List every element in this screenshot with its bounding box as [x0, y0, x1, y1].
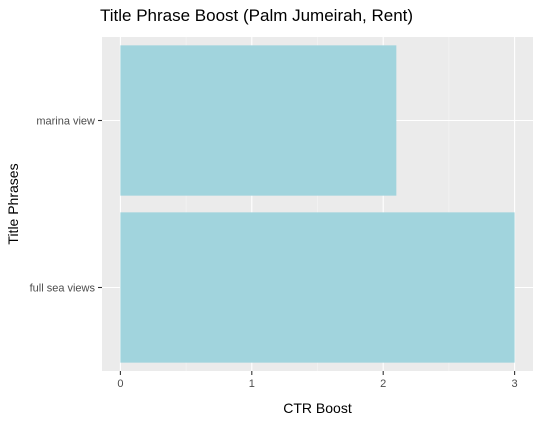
- x-tick-label: 3: [512, 378, 518, 390]
- chart-title: Title Phrase Boost (Palm Jumeirah, Rent): [100, 6, 413, 25]
- x-tick-label: 1: [249, 378, 255, 390]
- y-axis: full sea views marina view: [30, 116, 102, 295]
- bars: [120, 45, 515, 363]
- x-axis-title: CTR Boost: [283, 400, 352, 416]
- x-axis: 0 1 2 3: [117, 371, 518, 390]
- x-tick-label: 2: [380, 378, 386, 390]
- bar: [120, 45, 397, 196]
- x-tick-label: 0: [117, 378, 123, 390]
- y-tick-label: full sea views: [30, 283, 96, 295]
- bar: [120, 212, 515, 363]
- y-axis-title: Title Phrases: [5, 163, 21, 244]
- y-tick-label: marina view: [36, 116, 95, 128]
